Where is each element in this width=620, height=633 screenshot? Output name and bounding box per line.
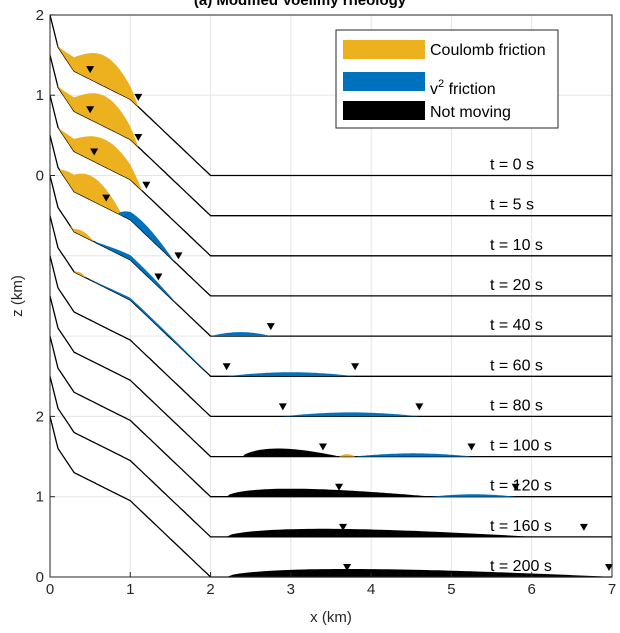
- y-tick-label: 2: [36, 7, 44, 24]
- flow-v2-t80: [282, 412, 420, 417]
- y-tick-label: 0: [36, 168, 44, 185]
- front-marker-10: [605, 564, 613, 571]
- front-marker-9: [579, 523, 588, 531]
- rear-marker-6: [278, 403, 287, 411]
- time-label-5: t = 60 s: [490, 357, 543, 374]
- rear-marker-10: [343, 564, 352, 571]
- flow-coulomb-t60: [74, 271, 87, 278]
- rear-marker-3: [102, 194, 111, 202]
- x-tick-label: 7: [608, 581, 616, 598]
- flow-coulomb-t100: [339, 454, 356, 457]
- x-tick-label: 3: [287, 581, 295, 598]
- terrain-profile-0: [49, 14, 612, 177]
- y-axis-label: z (km): [9, 275, 26, 317]
- x-tick-label: 6: [528, 581, 536, 598]
- legend-label-not-moving: Not moving: [430, 104, 511, 121]
- legend-swatch-coulomb: [343, 40, 425, 59]
- time-label-6: t = 80 s: [490, 397, 543, 414]
- legend-swatch-v2: [343, 72, 425, 91]
- rear-marker-4: [154, 273, 163, 281]
- front-marker-0: [134, 93, 143, 101]
- chart-title: (a) Modified Voellmy rheology: [194, 0, 407, 9]
- rear-marker-9: [339, 523, 348, 531]
- time-label-4: t = 40 s: [490, 317, 543, 334]
- x-tick-label: 1: [126, 581, 134, 598]
- rear-marker-2: [90, 148, 99, 156]
- x-axis-label: x (km): [310, 609, 352, 626]
- time-label-7: t = 100 s: [490, 438, 552, 455]
- time-label-3: t = 20 s: [490, 277, 543, 294]
- flow-stop-t120: [226, 488, 432, 497]
- front-marker-5: [351, 363, 360, 371]
- legend-label-coulomb: Coulomb friction: [430, 42, 546, 59]
- flow-v2-t60: [226, 372, 356, 377]
- flow-stop-t160: [226, 528, 532, 537]
- x-tick-label: 0: [46, 581, 54, 598]
- flow-coulomb-t0: [56, 40, 139, 107]
- terrain-profile-2: [49, 95, 612, 257]
- time-label-1: t = 5 s: [490, 197, 534, 214]
- flow-fills: [56, 40, 612, 577]
- x-tick-label: 2: [206, 581, 214, 598]
- front-marker-1: [134, 133, 143, 141]
- time-label-8: t = 120 s: [490, 478, 552, 495]
- legend-label-v2: v2 friction: [430, 78, 496, 98]
- flow-stop-t100: [242, 448, 339, 457]
- front-marker-7: [467, 443, 476, 451]
- flow-coulomb-t5: [56, 80, 139, 147]
- plot-frame: [49, 14, 613, 578]
- flow-coulomb-t40: [70, 225, 95, 242]
- front-marker-6: [415, 403, 424, 411]
- y-tick-label: 0: [36, 569, 44, 586]
- flow-v2-t120: [431, 494, 516, 497]
- y-tick-label: 1: [36, 87, 44, 104]
- flow-stop-t200: [226, 569, 612, 577]
- legend-swatch-not-moving: [343, 101, 425, 120]
- legend: Coulomb friction v2 friction Not moving: [335, 29, 559, 129]
- front-marker-4: [266, 323, 275, 331]
- rear-marker-0: [86, 66, 95, 74]
- time-label-10: t = 200 s: [490, 558, 552, 575]
- flow-coulomb-t10: [58, 127, 143, 191]
- rear-marker-7: [318, 443, 327, 451]
- x-tick-label: 5: [447, 581, 455, 598]
- flow-v2-t40: [210, 332, 271, 337]
- time-label-2: t = 10 s: [490, 237, 543, 254]
- flow-v2-t20: [118, 211, 175, 262]
- axis-ticks: 0 1 2 3 4 5 6 7 0 1 2 0 1 2: [36, 7, 617, 598]
- time-label-0: t = 0 s: [490, 157, 534, 174]
- y-tick-label: 1: [36, 489, 44, 506]
- time-label-9: t = 160 s: [490, 518, 552, 535]
- front-rear-markers: [86, 66, 613, 571]
- flow-coulomb-t20: [59, 169, 123, 216]
- flow-v2-t100: [355, 453, 472, 457]
- y-tick-label: 2: [36, 408, 44, 425]
- time-labels: t = 0 s t = 5 s t = 10 s t = 20 s t = 40 s t …: [490, 157, 552, 576]
- terrain-profile-1: [49, 54, 612, 217]
- x-tick-label: 4: [367, 581, 375, 598]
- rear-marker-5: [222, 363, 231, 371]
- front-marker-3: [174, 252, 183, 260]
- rear-marker-1: [86, 106, 95, 114]
- rear-marker-8: [335, 483, 344, 491]
- front-marker-2: [142, 181, 151, 189]
- front-marker-8: [511, 483, 520, 491]
